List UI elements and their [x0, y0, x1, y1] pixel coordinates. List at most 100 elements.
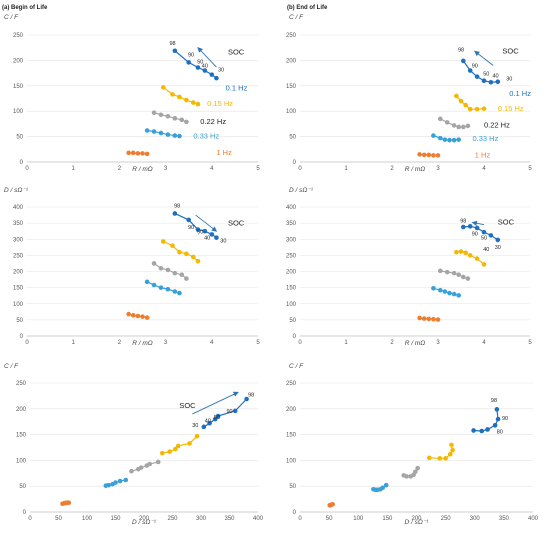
x-tick-label: 4 — [210, 166, 214, 172]
data-point — [438, 116, 443, 122]
x-tick-label: 0 — [298, 516, 302, 522]
data-point — [471, 428, 476, 433]
data-point — [195, 65, 201, 70]
data-point — [431, 133, 436, 138]
data-point — [170, 243, 175, 248]
x-tick-label: 1 — [344, 166, 348, 172]
x-tick-label: 1 — [72, 340, 76, 346]
series-1-Hz — [417, 152, 441, 158]
y-axis-label: C / F — [4, 363, 19, 370]
soc-value-label: 50 — [197, 59, 203, 65]
data-point — [151, 129, 157, 134]
data-point — [177, 94, 182, 100]
x-tick-label: 100 — [82, 516, 93, 522]
y-tick-label: 250 — [286, 253, 297, 259]
data-point — [147, 461, 152, 467]
data-point — [144, 315, 150, 320]
data-point — [179, 272, 185, 278]
x-tick-label: 100 — [353, 516, 364, 522]
x-tick-label: 300 — [196, 516, 207, 522]
data-point — [417, 315, 422, 321]
data-point — [481, 262, 487, 267]
data-point — [465, 276, 471, 281]
data-point — [456, 124, 462, 130]
x-tick-label: 2 — [390, 340, 394, 346]
soc-label: SOC — [228, 47, 245, 56]
data-point — [451, 123, 457, 128]
y-tick-label: 0 — [23, 510, 27, 516]
data-point — [207, 420, 212, 426]
data-point — [194, 433, 200, 439]
soc-value-label: 40 — [483, 247, 489, 253]
y-tick-label: 400 — [13, 205, 24, 211]
data-point — [458, 98, 464, 104]
data-point — [438, 135, 443, 141]
x-tick-label: 1 — [72, 166, 76, 172]
y-tick-label: 200 — [13, 270, 24, 276]
data-point — [184, 119, 189, 125]
data-point — [186, 60, 191, 65]
y-tick-label: 100 — [13, 109, 24, 115]
data-point — [444, 120, 450, 125]
data-point — [467, 106, 473, 112]
soc-value-label: 90 — [472, 231, 478, 237]
x-tick-label: 350 — [224, 516, 235, 522]
data-point — [130, 313, 136, 318]
series-0_33-Hz — [144, 128, 182, 139]
series-0_22-Hz — [401, 465, 420, 479]
y-tick-label: 150 — [13, 286, 24, 292]
x-tick-label: 4 — [210, 340, 214, 346]
data-point — [467, 224, 473, 229]
y-tick-label: 150 — [286, 84, 297, 90]
y-tick-label: 100 — [286, 458, 297, 464]
data-point — [212, 416, 218, 422]
x-tick-label: 2 — [118, 166, 122, 172]
soc-label: SOC — [498, 218, 515, 227]
data-point — [117, 478, 123, 484]
data-point — [140, 314, 145, 319]
data-point — [106, 482, 111, 488]
data-point — [438, 287, 443, 293]
x-tick-label: 50 — [55, 516, 62, 522]
data-point — [442, 289, 448, 294]
series-0_33-Hz — [431, 285, 462, 298]
data-point — [431, 285, 436, 291]
data-point — [443, 456, 448, 461]
soc-value-label: 30 — [192, 423, 198, 429]
y-tick-label: 350 — [13, 221, 24, 227]
data-point — [167, 449, 172, 454]
data-point — [481, 78, 487, 84]
data-point — [467, 68, 473, 73]
data-point — [450, 447, 455, 453]
data-point — [438, 268, 443, 274]
y-tick-label: 0 — [293, 160, 297, 166]
x-axis-label: R / mΩ — [132, 166, 153, 173]
chart-panel-5: C / F D / sΩ⁻¹ 0 50 100 150 200 250 0 50 100 150 200… — [4, 363, 264, 526]
x-tick-label: 300 — [470, 516, 481, 522]
x-tick-label: 5 — [528, 340, 532, 346]
data-point — [151, 261, 157, 266]
y-axis-label: C / F — [289, 14, 304, 21]
x-tick-label: 3 — [436, 340, 440, 346]
data-point — [417, 152, 422, 157]
data-point — [165, 286, 171, 292]
data-point — [494, 407, 500, 412]
series-0_15-Hz — [159, 433, 200, 456]
data-point — [458, 249, 464, 254]
data-point — [144, 128, 150, 133]
series-0_15-Hz — [160, 85, 201, 107]
data-point — [461, 58, 466, 64]
data-point — [442, 137, 448, 142]
series-0_22-Hz — [438, 116, 471, 130]
x-tick-label: 4 — [482, 166, 486, 172]
y-tick-label: 100 — [13, 302, 24, 308]
data-point — [159, 450, 165, 456]
series-1-Hz — [417, 315, 441, 322]
data-point — [413, 469, 418, 475]
y-tick-label: 200 — [286, 58, 297, 64]
data-point — [461, 224, 466, 230]
y-tick-label: 200 — [13, 58, 24, 64]
data-point — [195, 101, 201, 107]
series-0_33-Hz — [431, 133, 462, 143]
